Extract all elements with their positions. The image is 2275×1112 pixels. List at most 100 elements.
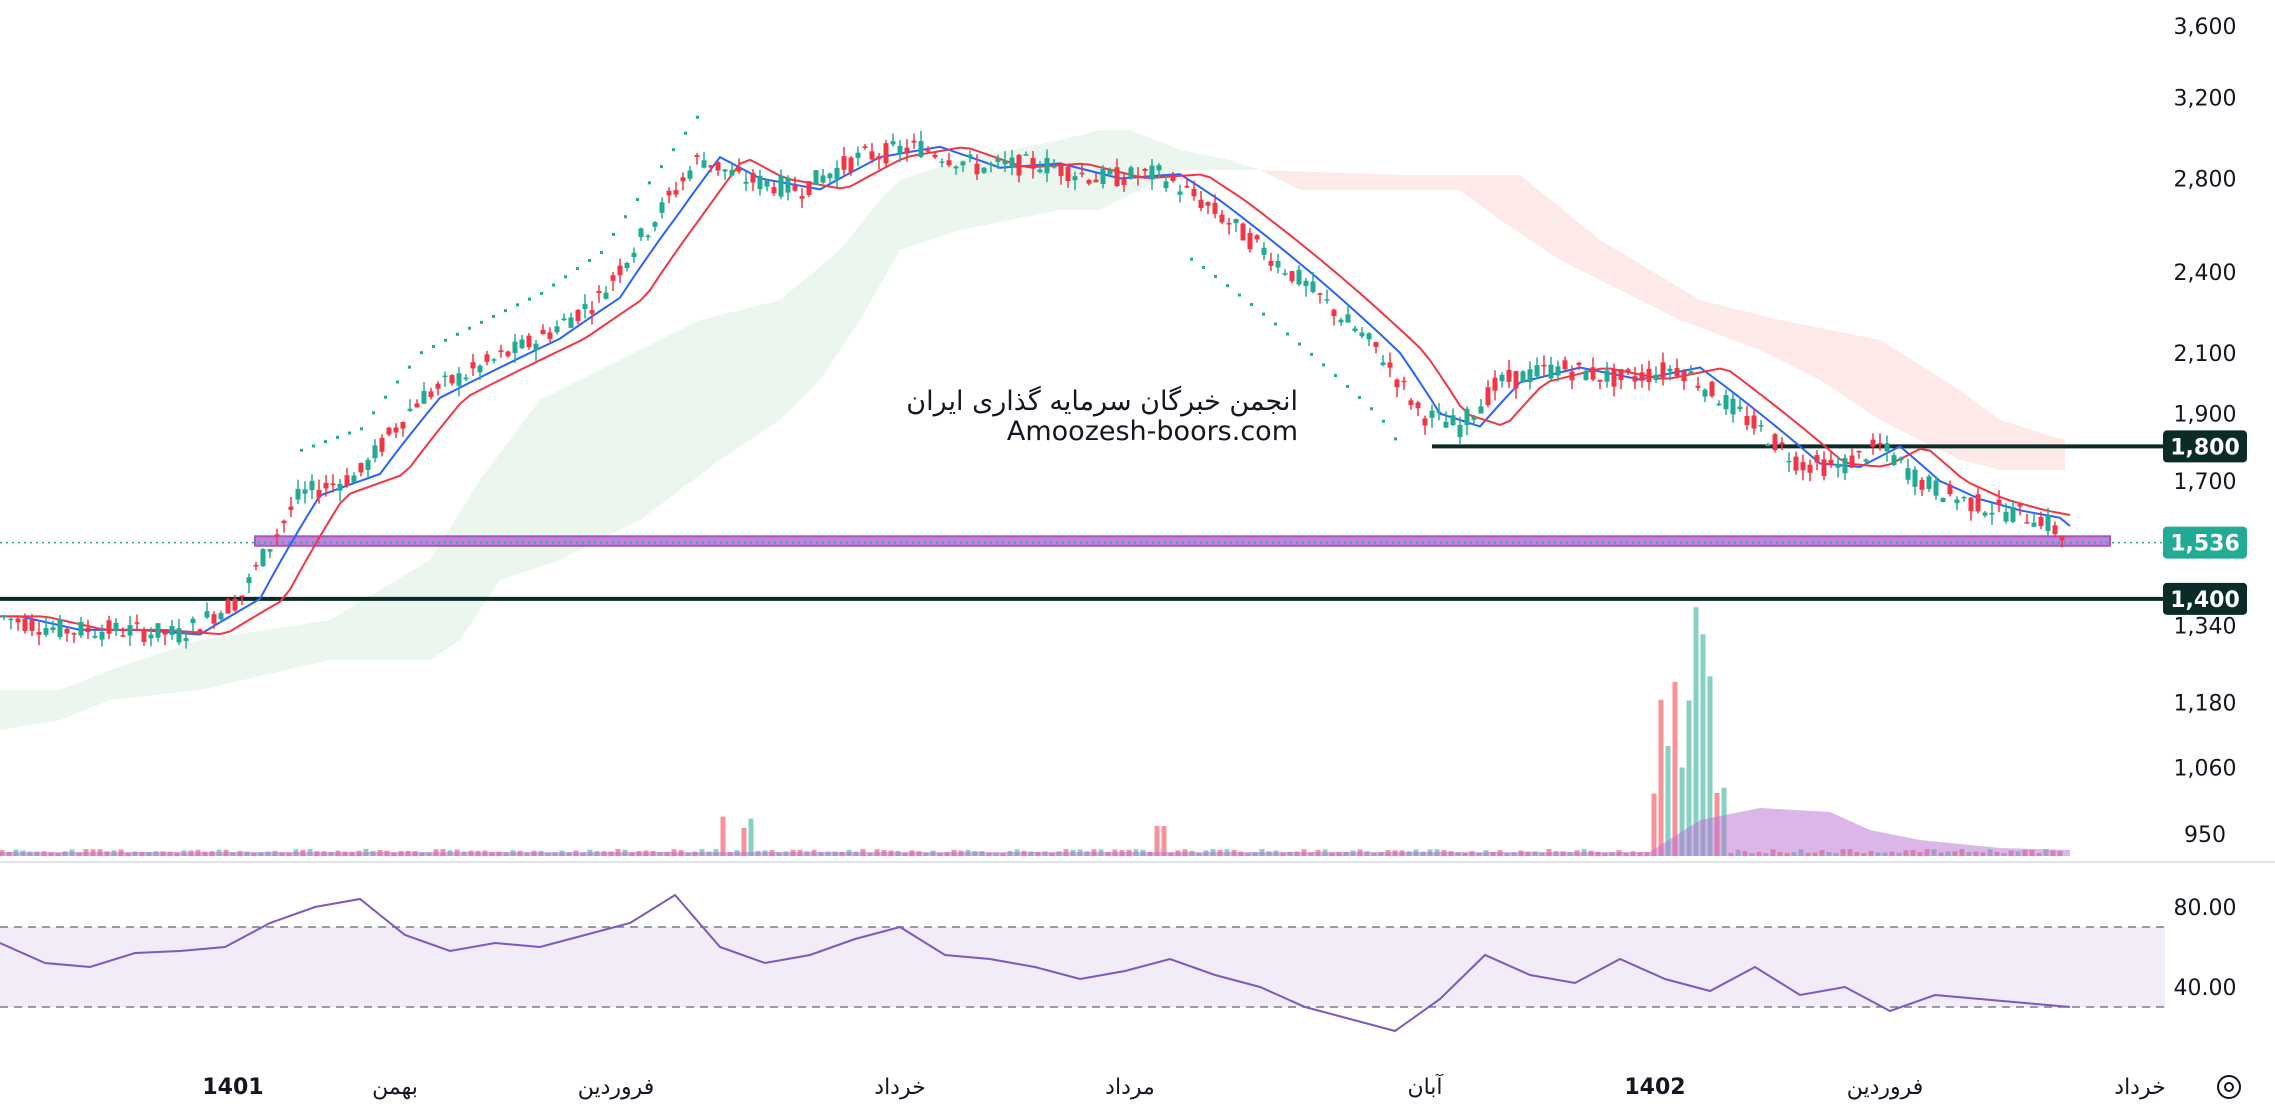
- candle-body: [162, 631, 168, 635]
- candle-body: [1471, 416, 1477, 420]
- psar-dot: [1334, 374, 1337, 378]
- candle-body: [1317, 293, 1323, 295]
- psar-dot: [396, 380, 399, 384]
- candle-body: [1366, 333, 1372, 340]
- candle-body: [1926, 476, 1932, 489]
- volume-bar: [1693, 607, 1699, 856]
- candle-body: [575, 309, 581, 321]
- candle-body: [512, 341, 518, 354]
- price-axis[interactable]: 3,600 3,200 2,800 2,400 2,100 1,900 1,700 1,340…: [2174, 15, 2237, 848]
- candle-body: [120, 635, 126, 637]
- candle-body: [1002, 160, 1008, 165]
- candle-body: [1380, 362, 1386, 365]
- candle-body: [302, 489, 308, 494]
- psar-dot: [1286, 332, 1289, 336]
- candle-body: [1226, 222, 1232, 225]
- psar-dot: [1322, 363, 1325, 367]
- candle-body: [1394, 379, 1400, 388]
- candle-body: [1877, 443, 1883, 445]
- candle-body: [1261, 247, 1267, 255]
- candle-body: [183, 638, 189, 642]
- price-tick-label: 1,700: [2174, 470, 2237, 495]
- psar-dot: [1394, 437, 1397, 441]
- candle-body: [1205, 202, 1211, 206]
- candle-body: [925, 150, 931, 152]
- candle-body: [358, 462, 364, 473]
- candle-body: [2052, 525, 2058, 535]
- candle-body: [554, 326, 560, 333]
- candle-body: [1989, 512, 1995, 515]
- candle-body: [1093, 179, 1099, 183]
- candle-body: [428, 391, 434, 397]
- candle-body: [1940, 497, 1946, 502]
- price-tick-label: 950: [2184, 823, 2226, 848]
- volume-bar: [1154, 826, 1160, 856]
- candle-body: [1527, 369, 1533, 382]
- volume-bar: [1651, 793, 1657, 856]
- candle-body: [778, 175, 784, 197]
- volume-bar: [1686, 700, 1692, 856]
- candle-body: [2038, 516, 2044, 527]
- psar-dot: [1274, 322, 1277, 326]
- candle-body: [2024, 522, 2030, 524]
- candle-body: [1849, 455, 1855, 468]
- psar-dot: [540, 291, 543, 295]
- candle-body: [1513, 371, 1519, 389]
- candle-body: [1345, 314, 1351, 323]
- watermark-line2: Amoozesh-boors.com: [1007, 416, 1298, 447]
- candle-body: [1982, 512, 1988, 516]
- settings-icon[interactable]: [2217, 1075, 2241, 1099]
- candle-body: [1163, 181, 1169, 189]
- psar-dot: [444, 338, 447, 342]
- psar-dot: [648, 181, 651, 185]
- candle-body: [316, 489, 322, 498]
- candle-body: [1856, 450, 1862, 453]
- candle-body: [1219, 214, 1225, 223]
- volume-pane: [0, 607, 2070, 856]
- candle-body: [918, 141, 924, 157]
- psar-dot: [636, 198, 639, 202]
- support-zone-rect: [254, 535, 2111, 547]
- psar-dot: [1190, 257, 1193, 261]
- candle-body: [1156, 165, 1162, 171]
- rsi-tick-label: 40.00: [2174, 976, 2237, 1001]
- candle-body: [897, 145, 903, 154]
- candle-body: [351, 475, 357, 483]
- psar-dot: [516, 303, 519, 307]
- candle-body: [1779, 442, 1785, 445]
- candle-body: [750, 173, 756, 183]
- psar-dot: [408, 365, 411, 369]
- candle-body: [1828, 459, 1834, 466]
- psar-dot: [420, 351, 423, 355]
- candle-body: [1905, 468, 1911, 480]
- psar-dot: [456, 332, 459, 336]
- candle-body: [442, 375, 448, 378]
- candle-body: [1891, 455, 1897, 465]
- time-axis[interactable]: 1401 بهمن فروردین خرداد مرداد آبان 1402 فروردین…: [202, 1073, 2165, 1100]
- candle-body: [1485, 387, 1491, 406]
- candle-body: [1569, 371, 1575, 381]
- candle-body: [1492, 377, 1498, 391]
- candle-body: [78, 621, 84, 636]
- candle-body: [1289, 271, 1295, 282]
- cloud-red: [1260, 170, 2065, 470]
- parabolic-sar: [300, 115, 1397, 452]
- candle-body: [1653, 374, 1659, 381]
- candle-body: [1408, 400, 1414, 406]
- candle-body: [1058, 163, 1064, 176]
- candle-body: [1842, 457, 1848, 474]
- candle-body: [225, 599, 231, 614]
- candle-body: [414, 403, 420, 408]
- candle-body: [253, 564, 259, 567]
- candle-body: [372, 445, 378, 459]
- rsi-axis[interactable]: 80.00 40.00: [2174, 896, 2237, 1001]
- candle-body: [533, 343, 539, 351]
- candle-body: [498, 350, 504, 353]
- psar-dot: [1250, 303, 1253, 307]
- candle-body: [596, 291, 602, 294]
- psar-dot: [564, 275, 567, 279]
- candle-body: [659, 202, 665, 213]
- candle-body: [708, 165, 714, 168]
- candle-body: [92, 635, 98, 638]
